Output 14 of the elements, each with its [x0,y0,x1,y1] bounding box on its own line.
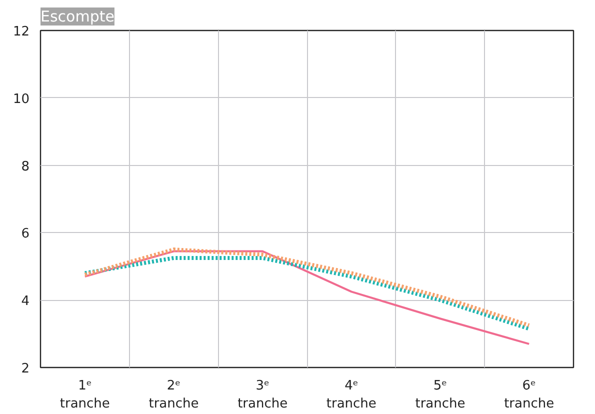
y-tick-label: 12 [12,24,30,40]
y-tick-label: 4 [21,294,30,310]
y-tick-label: 6 [21,226,30,242]
x-tick-label: 6ᵉ tranche [504,378,554,412]
y-tick-label: 2 [21,362,30,376]
y-tick-label: 8 [21,159,30,174]
chart-title: Escompte [40,8,114,26]
x-tick-label: 3ᵉ tranche [238,378,288,412]
x-tick-label: 1ᵉ tranche [60,378,110,412]
x-tick-label: 2ᵉ tranche [148,378,199,412]
x-tick-label: 5ᵉ tranche [415,378,466,412]
line-series [84,250,530,345]
y-tick-label: 10 [12,92,30,107]
x-tick-label: 4ᵉ tranche [326,378,376,412]
